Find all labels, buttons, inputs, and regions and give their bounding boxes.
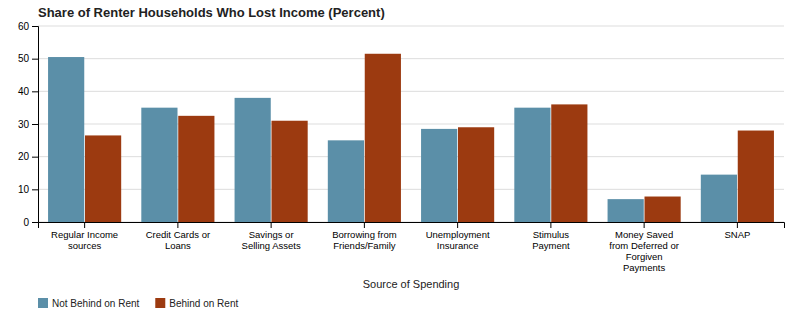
tick: 20 [18, 151, 38, 162]
tick-label-line: Insurance [437, 240, 479, 251]
tick: 30 [18, 119, 38, 130]
tick: UnemploymentInsurance [426, 222, 490, 251]
tick-mark [271, 222, 272, 228]
legend-label: Not Behind on Rent [52, 298, 140, 309]
bar [458, 127, 494, 222]
bar [85, 135, 121, 222]
grid-line [38, 91, 784, 92]
tick-mark [32, 124, 38, 125]
tick-mark [32, 222, 38, 223]
tick-label-line: sources [68, 240, 102, 251]
tick-mark [737, 222, 738, 228]
bar [644, 197, 680, 222]
bar [514, 108, 550, 222]
tick-label: 30 [18, 119, 30, 130]
x-axis-label: Source of Spending [363, 278, 460, 290]
tick: 0 [23, 217, 38, 228]
tick-label-line: Unemployment [426, 229, 490, 240]
tick-label-line: SNAP [724, 229, 750, 240]
tick: 10 [18, 184, 38, 195]
bar [48, 57, 84, 222]
bar [235, 98, 271, 222]
tick-label: Borrowing fromFriends/Family [332, 229, 396, 251]
legend-swatch [38, 298, 48, 308]
tick: Borrowing fromFriends/Family [332, 222, 396, 251]
tick-label: 40 [18, 86, 30, 97]
bar [551, 104, 587, 222]
axis-line [39, 223, 785, 229]
tick-label: 0 [23, 217, 29, 228]
tick-label-line: Loans [165, 240, 191, 251]
tick-label-line: Forgiven [626, 251, 663, 262]
y-axis: 0 10 20 30 40 50 60 [18, 21, 39, 228]
bar-series [85, 54, 774, 222]
legend: Not Behind on Rent Behind on Rent [38, 298, 238, 309]
tick-label: Savings orSelling Assets [242, 229, 301, 251]
bar [271, 121, 307, 222]
tick: 50 [18, 53, 38, 64]
bar [328, 140, 364, 222]
x-axis: Regular Incomesources Credit Cards orLoan… [39, 222, 785, 273]
tick-label-line: Money Saved [615, 229, 673, 240]
tick-label: 10 [18, 184, 30, 195]
tick: Credit Cards orLoans [146, 222, 210, 251]
bar [421, 129, 457, 222]
tick-label-line: Payments [623, 262, 665, 273]
tick: Money Savedfrom Deferred orForgivenPayme… [609, 222, 679, 273]
tick-label: Regular Incomesources [51, 229, 118, 251]
tick-label: 20 [18, 151, 30, 162]
tick: SNAP [724, 222, 750, 240]
tick-label: 50 [18, 53, 30, 64]
bar [365, 54, 401, 222]
tick-mark [457, 222, 458, 228]
tick-mark [32, 189, 38, 190]
axis-line [32, 27, 39, 223]
legend-label: Behind on Rent [169, 298, 238, 309]
title: Share of Renter Households Who Lost Inco… [38, 5, 385, 20]
tick-label: Credit Cards orLoans [146, 229, 210, 251]
tick-label-line: from Deferred or [609, 240, 679, 251]
tick: Regular Incomesources [51, 222, 118, 251]
tick-mark [84, 222, 85, 228]
legend-item: Behind on Rent [155, 298, 238, 309]
tick-mark [364, 222, 365, 228]
tick-label-line: Credit Cards or [146, 229, 210, 240]
tick-mark [32, 26, 38, 27]
tick-label-line: Payment [532, 240, 570, 251]
bar [608, 199, 644, 222]
tick-label-line: Savings or [249, 229, 294, 240]
tick-mark [32, 59, 38, 60]
bars [48, 54, 774, 222]
tick-label-line: Friends/Family [333, 240, 396, 251]
grid-line [38, 58, 784, 59]
tick-mark [32, 157, 38, 158]
tick: 60 [18, 21, 38, 32]
tick: StimulusPayment [532, 222, 570, 251]
plot: 0 10 20 30 40 50 60 Regular Incomesources Credit… [18, 21, 785, 273]
tick: Savings orSelling Assets [242, 222, 301, 251]
legend-item: Not Behind on Rent [38, 298, 140, 309]
grid-line [38, 26, 784, 27]
legend-swatch [155, 298, 165, 308]
tick-mark [32, 91, 38, 92]
tick-label-line: Regular Income [51, 229, 118, 240]
tick-label-line: Selling Assets [242, 240, 301, 251]
tick-label: 60 [18, 21, 30, 32]
tick-label-line: Stimulus [533, 229, 570, 240]
tick-mark [644, 222, 645, 228]
tick-mark [177, 222, 178, 228]
bar [738, 131, 774, 222]
chart: 0 10 20 30 40 50 60 Regular Incomesources Credit… [0, 0, 800, 314]
bar [141, 108, 177, 222]
tick-label-line: Borrowing from [332, 229, 396, 240]
tick-label: SNAP [724, 229, 750, 240]
grid [38, 26, 784, 222]
bar [701, 175, 737, 222]
tick-label: Money Savedfrom Deferred orForgivenPayme… [609, 229, 679, 273]
tick-mark [550, 222, 551, 228]
bar [178, 116, 214, 222]
tick-label: StimulusPayment [532, 229, 570, 251]
tick: 40 [18, 86, 38, 97]
tick-label: UnemploymentInsurance [426, 229, 490, 251]
